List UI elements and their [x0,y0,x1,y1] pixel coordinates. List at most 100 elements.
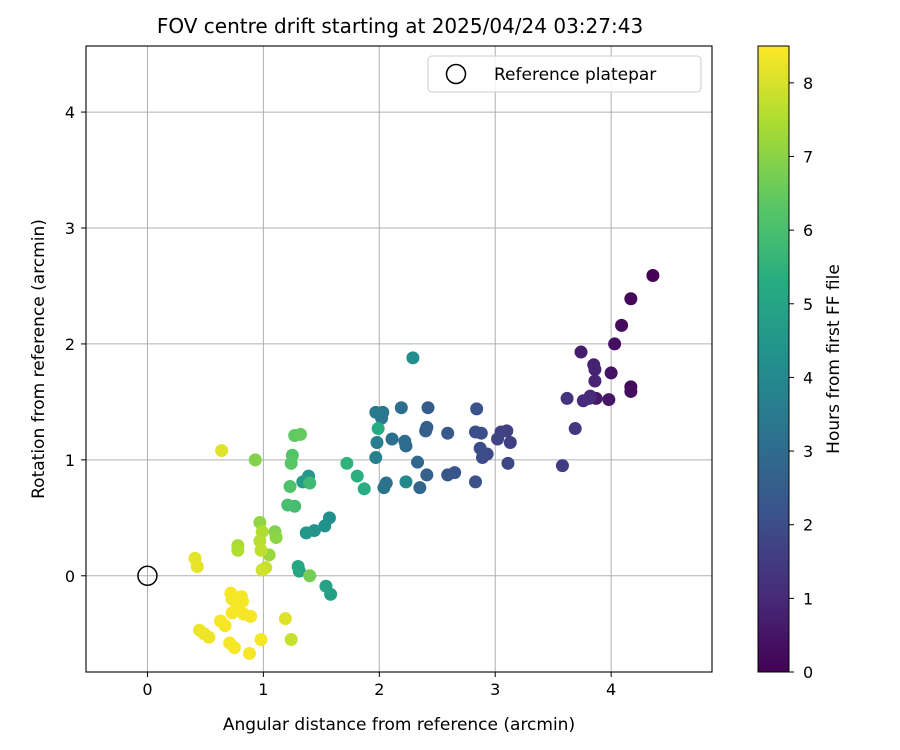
y-tick-label-2: 2 [65,335,75,354]
data-point-29 [470,402,484,416]
legend-box [427,55,702,93]
colorbar-tick-label-2: 2 [803,516,813,535]
data-point-6 [604,366,618,380]
data-point-43 [385,432,399,446]
data-point-7 [602,393,616,407]
data-point-65 [350,469,364,483]
data-point-62 [291,560,305,574]
data-point-39 [411,455,425,469]
data-point-41 [398,434,412,448]
data-point-54 [318,519,332,533]
data-point-99 [227,641,241,655]
colorbar-ticks: 0 1 2 3 4 5 6 7 8 [789,74,813,682]
data-point-37 [420,468,434,482]
data-points [188,269,660,660]
colorbar: 0 1 2 3 4 5 6 7 8 Hours from first FF file [757,45,844,682]
x-axis-label: Angular distance from reference (arcmin) [223,715,575,735]
data-point-56 [299,526,313,540]
colorbar-gradient [757,45,790,673]
data-point-60 [319,579,333,593]
colorbar-label: Hours from first FF file [824,264,844,454]
legend: Reference platepar [427,55,702,93]
data-point-45 [377,481,391,495]
data-point-22 [491,432,505,446]
colorbar-tick-label-1: 1 [803,589,813,608]
data-point-72 [284,456,298,470]
data-point-87 [255,563,269,577]
y-tick-label-0: 0 [65,567,75,586]
data-point-38 [413,481,427,495]
data-point-63 [371,422,385,436]
data-point-50 [369,451,383,465]
colorbar-tick-label-4: 4 [803,368,813,387]
data-point-70 [283,480,297,494]
reference-marker-group [137,565,158,587]
data-point-82 [231,543,245,557]
data-point-109 [242,646,256,660]
data-point-33 [441,426,455,440]
data-point-5 [624,384,638,398]
data-point-9 [574,345,588,359]
data-point-95 [202,630,216,644]
data-point-1 [624,292,638,306]
data-point-89 [278,612,292,626]
data-point-92 [190,560,204,574]
data-point-42 [394,401,408,415]
data-point-76 [248,453,262,467]
data-point-36 [419,424,433,438]
data-point-16 [560,391,574,405]
data-point-107 [244,609,258,623]
legend-entry-reference: Reference platepar [494,65,656,85]
data-point-28 [474,426,488,440]
data-point-15 [582,391,596,405]
data-point-11 [588,362,602,376]
data-point-64 [357,482,371,496]
data-point-51 [399,475,413,489]
data-point-3 [608,337,622,351]
data-point-34 [421,401,435,415]
data-point-97 [218,619,232,633]
data-point-32 [441,468,455,482]
colorbar-tick-label-8: 8 [803,74,813,93]
data-point-26 [473,441,487,455]
data-point-52 [406,351,420,365]
colorbar-tick-label-7: 7 [803,147,813,166]
data-point-67 [303,476,317,490]
data-point-88 [284,633,298,647]
data-point-75 [303,569,317,583]
data-point-108 [254,633,268,647]
x-tick-label-3: 3 [490,680,500,699]
grid-lines [86,46,712,672]
colorbar-tick-label-6: 6 [803,221,813,240]
data-point-17 [568,422,582,436]
data-point-18 [555,459,569,473]
data-point-30 [469,475,483,489]
data-point-85 [254,543,268,557]
x-axis-ticks: 0 1 2 3 4 [142,672,616,699]
data-point-74 [293,427,307,441]
data-point-2 [615,318,629,332]
data-point-12 [588,374,602,388]
plot-frame [85,45,713,673]
y-axis-label: Rotation from reference (arcmin) [29,219,49,499]
x-tick-label-0: 0 [142,680,152,699]
reference-platepar-marker [137,565,158,587]
data-point-23 [501,456,515,470]
data-point-0 [646,269,660,283]
data-point-66 [340,456,354,470]
y-axis-ticks: 0 1 2 3 4 [65,103,86,586]
data-point-90 [215,444,229,458]
colorbar-tick-label-0: 0 [803,663,813,682]
data-point-69 [281,498,295,512]
colorbar-tick-label-5: 5 [803,295,813,314]
data-point-105 [225,606,239,620]
x-tick-label-2: 2 [374,680,384,699]
data-point-104 [236,594,249,608]
chart-title: FOV centre drift starting at 2025/04/24 … [157,14,643,38]
data-point-49 [370,435,384,449]
x-tick-label-1: 1 [258,680,268,699]
data-point-19 [503,435,517,449]
colorbar-tick-label-3: 3 [803,442,813,461]
legend-reference-marker [445,63,467,85]
